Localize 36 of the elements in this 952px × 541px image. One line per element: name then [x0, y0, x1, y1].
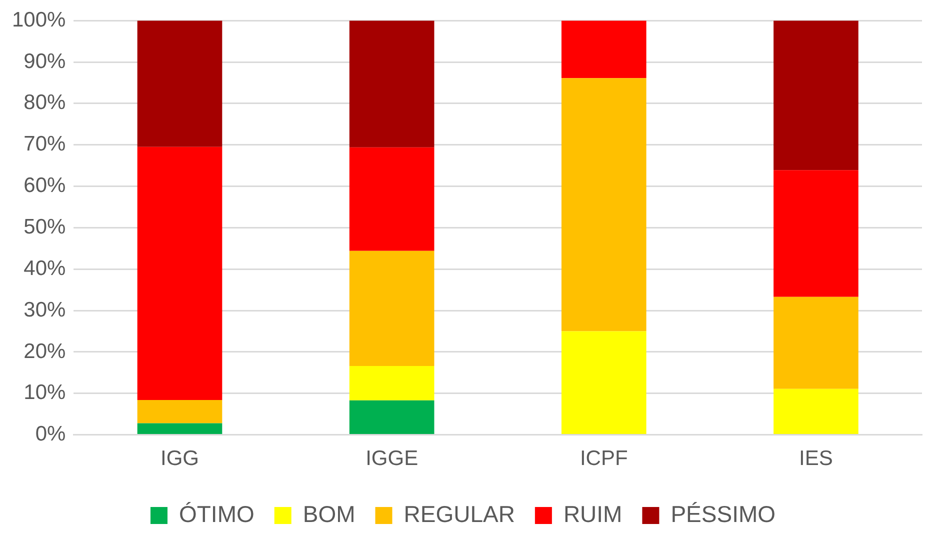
bar	[137, 20, 222, 147]
bar	[349, 20, 434, 148]
legend-label: RUIM	[563, 500, 622, 527]
bar	[774, 170, 858, 297]
x-tick-label: IES	[799, 447, 833, 470]
legend-label: PÉSSIMO	[670, 500, 776, 527]
bar	[349, 147, 434, 251]
y-tick-label: 60%	[24, 174, 66, 198]
y-tick-label: 90%	[24, 50, 66, 73]
y-tick-label: 40%	[24, 256, 66, 280]
y-tick-label: 50%	[24, 215, 66, 238]
bar	[774, 20, 858, 170]
y-tick-label: 20%	[24, 340, 66, 363]
y-tick-label: 80%	[24, 91, 66, 114]
y-tick-label: 30%	[24, 298, 66, 322]
bar	[137, 146, 222, 400]
bar	[349, 366, 434, 400]
bar	[349, 250, 434, 366]
bar	[561, 331, 646, 434]
legend-label: BOM	[302, 500, 356, 527]
bar	[774, 388, 858, 434]
bar	[349, 400, 434, 434]
x-tick-label: IGG	[160, 447, 200, 470]
legend-label: REGULAR	[404, 500, 515, 527]
legend-label: ÓTIMO	[178, 500, 254, 527]
bar	[774, 296, 858, 389]
y-tick-label: 0%	[35, 422, 66, 446]
y-tick-label: 100%	[12, 8, 66, 32]
x-tick-label: ICPF	[580, 447, 628, 470]
y-tick-label: 70%	[24, 132, 66, 156]
bar	[137, 400, 222, 424]
bar	[561, 78, 646, 332]
y-tick-label: 10%	[24, 381, 66, 404]
bar	[137, 423, 222, 434]
x-tick-label: IGGE	[366, 447, 418, 470]
bar	[561, 20, 646, 78]
